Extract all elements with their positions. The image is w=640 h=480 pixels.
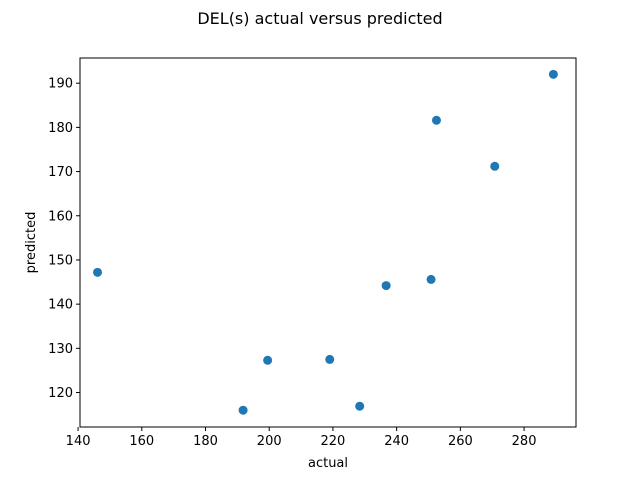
- data-point: [490, 161, 500, 171]
- x-tick-label: 260: [448, 434, 473, 449]
- data-point: [426, 274, 436, 284]
- data-point: [238, 405, 248, 415]
- plot-frame: [79, 57, 577, 428]
- y-tick-label: 120: [48, 386, 73, 401]
- data-point: [355, 401, 365, 411]
- x-tick-label: 140: [66, 434, 91, 449]
- data-point: [325, 354, 335, 364]
- x-tick-label: 200: [257, 434, 282, 449]
- x-axis-label: actual: [308, 456, 348, 471]
- y-tick-label: 130: [48, 342, 73, 357]
- data-point: [263, 355, 273, 365]
- data-point: [381, 281, 391, 291]
- x-tick-label: 220: [321, 434, 346, 449]
- x-tick-label: 180: [193, 434, 218, 449]
- y-tick-label: 150: [48, 253, 73, 268]
- x-axis: 140 160 180 200 220 240 260 280: [66, 427, 537, 449]
- chart-title: DEL(s) actual versus predicted: [197, 9, 442, 28]
- y-tick-label: 180: [48, 121, 73, 136]
- y-tick-label: 140: [48, 298, 73, 313]
- data-point: [548, 69, 558, 79]
- x-tick-label: 240: [384, 434, 409, 449]
- data-point: [93, 267, 103, 277]
- x-tick-label: 280: [512, 434, 537, 449]
- x-tick-label: 160: [129, 434, 154, 449]
- y-tick-label: 160: [48, 209, 73, 224]
- data-point: [431, 115, 441, 125]
- y-tick-label: 170: [48, 165, 73, 180]
- y-axis: 120 130 140 150 160 170 180 190: [48, 77, 80, 401]
- y-tick-label: 190: [48, 77, 73, 92]
- data-points: [93, 69, 558, 415]
- y-axis-label: predicted: [24, 212, 39, 274]
